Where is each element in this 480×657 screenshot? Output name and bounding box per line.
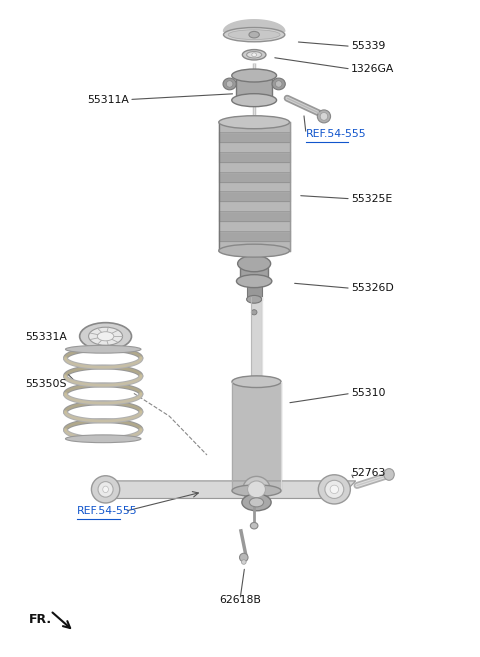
Bar xyxy=(252,302,257,313)
Ellipse shape xyxy=(219,244,289,257)
Ellipse shape xyxy=(330,485,338,493)
Ellipse shape xyxy=(91,476,120,503)
Text: REF.54-555: REF.54-555 xyxy=(77,507,138,516)
Ellipse shape xyxy=(320,112,328,120)
Ellipse shape xyxy=(250,498,264,507)
Ellipse shape xyxy=(238,256,271,272)
Ellipse shape xyxy=(80,323,132,350)
Ellipse shape xyxy=(251,522,258,529)
Polygon shape xyxy=(219,152,289,162)
Ellipse shape xyxy=(232,485,281,497)
Text: 62618B: 62618B xyxy=(219,595,261,604)
Polygon shape xyxy=(219,162,289,171)
Ellipse shape xyxy=(252,53,256,57)
Ellipse shape xyxy=(232,376,281,388)
Ellipse shape xyxy=(249,32,259,38)
Text: 55339: 55339 xyxy=(351,41,385,51)
Ellipse shape xyxy=(219,116,289,129)
Polygon shape xyxy=(219,132,289,142)
Polygon shape xyxy=(219,211,289,221)
Ellipse shape xyxy=(247,296,262,303)
Text: 55350S: 55350S xyxy=(25,378,67,389)
Bar xyxy=(240,263,268,283)
Ellipse shape xyxy=(224,28,285,42)
Bar xyxy=(247,283,262,300)
Text: 1326GA: 1326GA xyxy=(351,64,394,74)
Ellipse shape xyxy=(65,346,141,353)
Polygon shape xyxy=(219,171,289,181)
Polygon shape xyxy=(219,142,289,152)
Polygon shape xyxy=(224,20,285,32)
Polygon shape xyxy=(219,181,289,191)
Ellipse shape xyxy=(98,482,113,497)
Ellipse shape xyxy=(228,30,280,39)
Polygon shape xyxy=(232,382,281,491)
Polygon shape xyxy=(219,221,289,231)
Ellipse shape xyxy=(252,309,257,315)
Text: 52763: 52763 xyxy=(351,468,385,478)
Bar xyxy=(237,74,272,100)
Ellipse shape xyxy=(325,480,344,499)
Ellipse shape xyxy=(89,327,122,346)
Ellipse shape xyxy=(242,49,266,60)
Ellipse shape xyxy=(103,486,108,493)
Ellipse shape xyxy=(384,468,394,480)
Text: 55310: 55310 xyxy=(351,388,385,398)
Ellipse shape xyxy=(318,475,350,504)
Text: REF.54-555: REF.54-555 xyxy=(306,129,367,139)
Ellipse shape xyxy=(242,494,271,510)
Polygon shape xyxy=(219,240,289,251)
Text: 55326D: 55326D xyxy=(351,283,394,293)
Ellipse shape xyxy=(272,78,285,90)
Polygon shape xyxy=(219,231,289,240)
Polygon shape xyxy=(219,122,289,132)
Ellipse shape xyxy=(317,110,331,123)
Ellipse shape xyxy=(247,51,262,58)
Text: FR.: FR. xyxy=(29,612,52,625)
Ellipse shape xyxy=(243,476,270,503)
Polygon shape xyxy=(96,481,356,499)
Text: 55331A: 55331A xyxy=(25,332,67,342)
Ellipse shape xyxy=(65,435,141,443)
Text: 55311A: 55311A xyxy=(87,95,129,104)
Ellipse shape xyxy=(232,69,276,82)
Ellipse shape xyxy=(223,78,236,90)
Ellipse shape xyxy=(241,560,246,564)
Polygon shape xyxy=(219,201,289,211)
Polygon shape xyxy=(219,191,289,201)
Ellipse shape xyxy=(237,275,272,288)
Bar xyxy=(251,298,262,382)
Text: 55325E: 55325E xyxy=(351,194,392,204)
Ellipse shape xyxy=(240,553,248,562)
Ellipse shape xyxy=(276,81,282,87)
Ellipse shape xyxy=(248,481,265,498)
Ellipse shape xyxy=(232,94,276,106)
Ellipse shape xyxy=(97,332,114,341)
Ellipse shape xyxy=(227,81,233,87)
